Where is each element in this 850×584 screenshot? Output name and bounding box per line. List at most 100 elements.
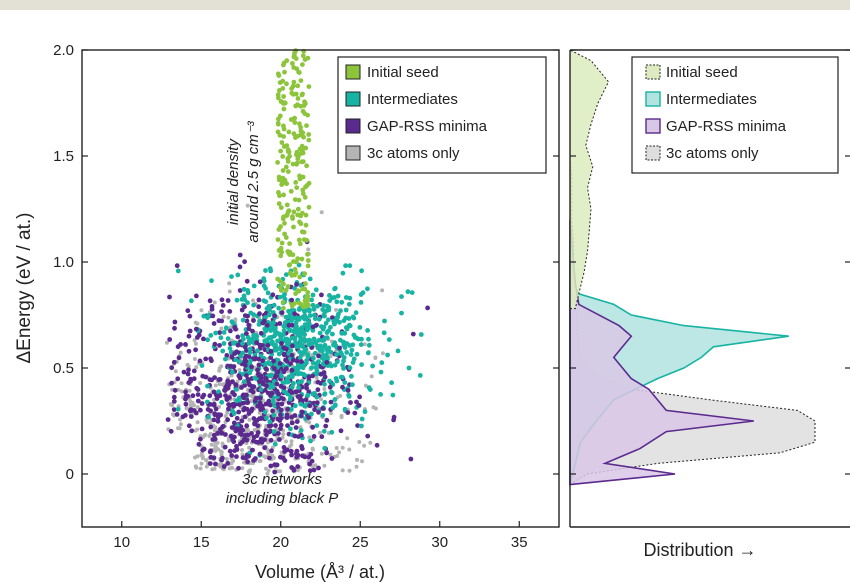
data-point	[258, 330, 264, 336]
data-point	[239, 418, 245, 424]
data-point	[374, 442, 380, 448]
data-point	[235, 342, 241, 348]
data-point	[359, 362, 364, 367]
data-point	[281, 281, 286, 287]
data-point	[207, 461, 213, 466]
data-point	[256, 304, 262, 310]
data-point	[241, 437, 247, 443]
data-point	[224, 353, 230, 358]
data-point	[186, 364, 191, 369]
data-point	[262, 409, 268, 415]
data-point	[223, 432, 228, 437]
data-point	[271, 429, 277, 434]
data-point	[296, 300, 302, 306]
data-point	[295, 212, 301, 218]
data-point	[226, 406, 231, 412]
data-point	[288, 448, 294, 454]
data-point	[203, 374, 209, 380]
data-point	[267, 455, 272, 461]
dist-legend-label-intermediates: Intermediates	[666, 91, 757, 108]
data-point	[312, 407, 317, 413]
scatter-x-ticks: 10 15 20 25 30 35	[113, 521, 528, 551]
data-point	[282, 177, 288, 183]
data-point	[266, 401, 271, 407]
data-point	[174, 412, 180, 417]
data-point	[299, 325, 305, 331]
data-point	[264, 322, 270, 328]
data-point	[241, 293, 247, 299]
data-point	[268, 335, 273, 341]
data-point	[238, 431, 243, 436]
data-point	[311, 434, 317, 439]
data-point	[330, 405, 336, 411]
data-point	[290, 161, 296, 167]
data-point	[307, 468, 313, 474]
data-point	[296, 69, 301, 75]
data-point	[240, 448, 244, 452]
data-point	[264, 415, 269, 421]
data-point	[292, 403, 298, 409]
data-point	[340, 445, 345, 450]
data-point	[228, 433, 234, 439]
data-point	[296, 197, 302, 203]
data-point	[278, 454, 283, 460]
data-point	[289, 442, 294, 447]
data-point	[329, 429, 335, 435]
data-point	[288, 394, 293, 400]
data-point	[294, 149, 300, 155]
data-point	[258, 373, 264, 379]
data-point	[261, 283, 267, 289]
data-point	[188, 378, 194, 384]
data-point	[279, 240, 285, 246]
data-point	[315, 387, 321, 393]
data-point	[408, 456, 414, 462]
data-point	[279, 249, 285, 255]
data-point	[380, 351, 385, 356]
data-point	[294, 323, 299, 329]
data-point	[275, 401, 281, 407]
data-point	[321, 324, 327, 330]
data-point	[291, 131, 297, 137]
data-point	[283, 314, 289, 320]
data-point	[289, 303, 295, 309]
data-point	[245, 203, 250, 208]
data-point	[296, 385, 301, 390]
data-point	[241, 361, 247, 366]
data-point	[289, 384, 295, 390]
data-point	[297, 274, 303, 280]
data-point	[187, 328, 193, 334]
data-point	[290, 343, 295, 349]
data-point	[282, 449, 287, 454]
data-point	[263, 315, 268, 320]
data-point	[293, 320, 299, 326]
data-point	[263, 268, 268, 273]
data-point	[351, 356, 357, 362]
data-point	[329, 389, 334, 395]
data-point	[294, 448, 300, 454]
data-point	[280, 168, 286, 173]
data-point	[207, 402, 213, 407]
data-point	[349, 347, 355, 353]
data-point	[281, 192, 286, 198]
data-point	[270, 339, 275, 345]
data-point	[314, 375, 319, 380]
data-point	[216, 389, 221, 395]
data-point	[306, 415, 311, 420]
data-point	[300, 108, 306, 114]
data-point	[175, 376, 181, 382]
data-point	[242, 259, 248, 265]
data-point	[246, 322, 252, 328]
data-point	[227, 448, 233, 454]
data-point	[298, 359, 304, 365]
data-point	[174, 263, 180, 269]
data-point	[324, 360, 330, 365]
data-point	[167, 337, 173, 342]
data-point	[293, 180, 299, 185]
data-point	[363, 383, 368, 388]
data-point	[200, 456, 205, 461]
data-point	[225, 336, 231, 341]
data-point	[281, 323, 287, 329]
data-point	[373, 356, 378, 360]
data-point	[211, 389, 217, 395]
data-point	[225, 298, 231, 303]
